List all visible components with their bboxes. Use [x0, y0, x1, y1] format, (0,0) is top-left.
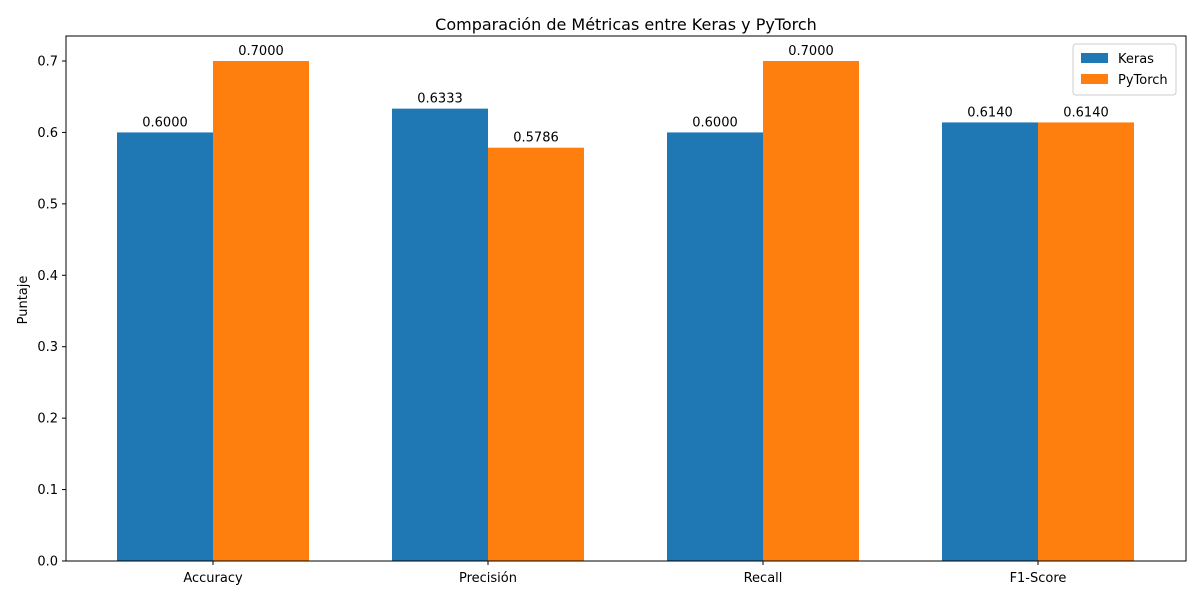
data-label-keras-3: 0.6140: [967, 105, 1013, 120]
legend-label-pytorch: PyTorch: [1118, 73, 1168, 88]
data-label-pytorch-0: 0.7000: [238, 44, 284, 59]
y-tick-label: 0.6: [37, 126, 58, 141]
bar-keras-3: [942, 122, 1038, 561]
x-tick-label: Accuracy: [183, 571, 243, 586]
x-tick-label: Recall: [744, 571, 783, 586]
y-axis-label: Puntaje: [16, 276, 31, 325]
bar-keras-0: [117, 132, 213, 561]
bar-pytorch-1: [488, 147, 584, 561]
bar-keras-1: [392, 108, 488, 562]
x-tick-label: Precisión: [459, 571, 517, 586]
data-label-keras-1: 0.6333: [417, 92, 463, 107]
y-tick-label: 0.5: [37, 197, 58, 212]
plot-frame: [65, 35, 1187, 562]
bar-pytorch-3: [1038, 122, 1134, 561]
legend-swatch-pytorch: [1081, 74, 1108, 84]
y-tick-label: 0.0: [37, 555, 58, 570]
data-label-keras-2: 0.6000: [692, 115, 738, 130]
bar-pytorch-2: [763, 61, 859, 561]
data-label-pytorch-1: 0.5786: [513, 131, 559, 146]
y-tick-label: 0.1: [37, 483, 58, 498]
legend-swatch-keras: [1081, 53, 1108, 63]
y-tick-label: 0.7: [37, 55, 58, 70]
bar-keras-2: [667, 132, 763, 561]
y-tick-label: 0.4: [37, 269, 58, 284]
chart-title: Comparación de Métricas entre Keras y Py…: [435, 15, 817, 34]
data-label-pytorch-3: 0.6140: [1063, 105, 1109, 120]
data-label-keras-0: 0.6000: [142, 115, 188, 130]
data-label-pytorch-2: 0.7000: [788, 44, 834, 59]
x-tick-label: F1-Score: [1010, 571, 1067, 586]
legend-label-keras: Keras: [1118, 52, 1154, 67]
y-tick-label: 0.3: [37, 340, 58, 355]
y-tick-label: 0.2: [37, 412, 58, 427]
bar-pytorch-0: [213, 61, 309, 561]
